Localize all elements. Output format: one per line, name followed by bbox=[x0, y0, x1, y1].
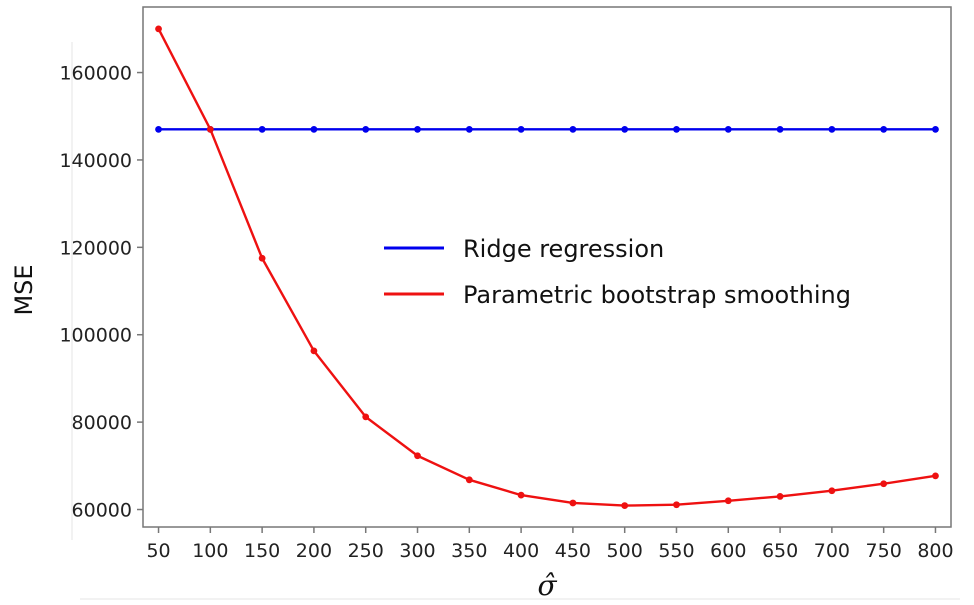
legend-label-bootstrap-smoothing: Parametric bootstrap smoothing bbox=[463, 281, 851, 309]
data-point-ridge-regression bbox=[673, 125, 680, 133]
data-point-bootstrap-smoothing bbox=[880, 480, 888, 488]
data-point-ridge-regression bbox=[310, 125, 318, 133]
data-point-ridge-regression bbox=[155, 125, 162, 133]
data-point-bootstrap-smoothing bbox=[828, 487, 836, 495]
y-tick-label: 60000 bbox=[72, 500, 132, 522]
data-point-bootstrap-smoothing bbox=[362, 413, 370, 421]
data-point-ridge-regression bbox=[569, 125, 577, 133]
data-point-bootstrap-smoothing bbox=[569, 499, 577, 507]
data-point-bootstrap-smoothing bbox=[776, 493, 784, 500]
data-point-ridge-regression bbox=[932, 125, 939, 133]
data-point-ridge-regression bbox=[880, 125, 888, 133]
data-point-bootstrap-smoothing bbox=[206, 125, 214, 133]
y-tick-label: 120000 bbox=[59, 237, 132, 259]
data-point-ridge-regression bbox=[517, 125, 525, 133]
x-tick-label: 350 bbox=[451, 540, 487, 562]
x-tick-label: 300 bbox=[399, 540, 435, 562]
data-point-bootstrap-smoothing bbox=[724, 497, 732, 505]
x-tick-label: 800 bbox=[917, 540, 953, 562]
data-point-bootstrap-smoothing bbox=[258, 254, 266, 262]
data-point-ridge-regression bbox=[258, 125, 266, 133]
y-axis-title: MSE bbox=[10, 264, 38, 315]
x-tick-label: 600 bbox=[710, 540, 746, 562]
data-point-bootstrap-smoothing bbox=[517, 491, 525, 499]
x-axis: 50 100 150 200 250 300 350 400 450 500 550 600 650 70… bbox=[146, 527, 954, 562]
y-tick-label: 80000 bbox=[72, 412, 132, 434]
legend: Ridge regression Parametric bootstrap smo… bbox=[384, 235, 851, 309]
data-point-ridge-regression bbox=[465, 125, 473, 133]
data-point-bootstrap-smoothing bbox=[465, 476, 473, 484]
data-point-bootstrap-smoothing bbox=[673, 501, 680, 509]
data-point-ridge-regression bbox=[414, 125, 421, 133]
x-tick-label: 500 bbox=[607, 540, 643, 562]
series-line-bootstrap-smoothing bbox=[157, 28, 936, 507]
data-point-bootstrap-smoothing bbox=[155, 25, 162, 33]
data-point-bootstrap-smoothing bbox=[932, 472, 939, 480]
plot-area bbox=[142, 6, 952, 528]
outer-frame bbox=[71, 42, 960, 600]
y-axis: 60000 80000 100000 120000 140000 160000 bbox=[59, 63, 143, 522]
data-point-ridge-regression bbox=[621, 125, 629, 133]
x-tick-label: 50 bbox=[146, 540, 170, 562]
y-tick-label: 100000 bbox=[59, 325, 132, 347]
data-point-bootstrap-smoothing bbox=[310, 347, 318, 355]
x-tick-label: 750 bbox=[866, 540, 902, 562]
y-tick-label: 160000 bbox=[59, 63, 132, 85]
x-tick-label: 550 bbox=[658, 540, 694, 562]
x-tick-label: 650 bbox=[762, 540, 798, 562]
data-point-bootstrap-smoothing bbox=[414, 452, 421, 460]
x-tick-label: 250 bbox=[348, 540, 384, 562]
data-point-ridge-regression bbox=[828, 125, 836, 133]
data-point-ridge-regression bbox=[724, 125, 732, 133]
data-point-bootstrap-smoothing bbox=[621, 502, 629, 509]
data-point-ridge-regression bbox=[776, 125, 784, 133]
x-tick-label: 400 bbox=[503, 540, 539, 562]
x-tick-label: 100 bbox=[192, 540, 228, 562]
series-layer bbox=[155, 25, 939, 509]
legend-label-ridge-regression: Ridge regression bbox=[463, 235, 664, 263]
y-tick-label: 140000 bbox=[59, 150, 132, 172]
x-tick-label: 450 bbox=[555, 540, 591, 562]
x-tick-label: 700 bbox=[814, 540, 850, 562]
x-axis-title: σ̂ bbox=[537, 569, 557, 602]
x-tick-label: 150 bbox=[244, 540, 280, 562]
data-point-ridge-regression bbox=[362, 125, 370, 133]
x-tick-label: 200 bbox=[296, 540, 332, 562]
